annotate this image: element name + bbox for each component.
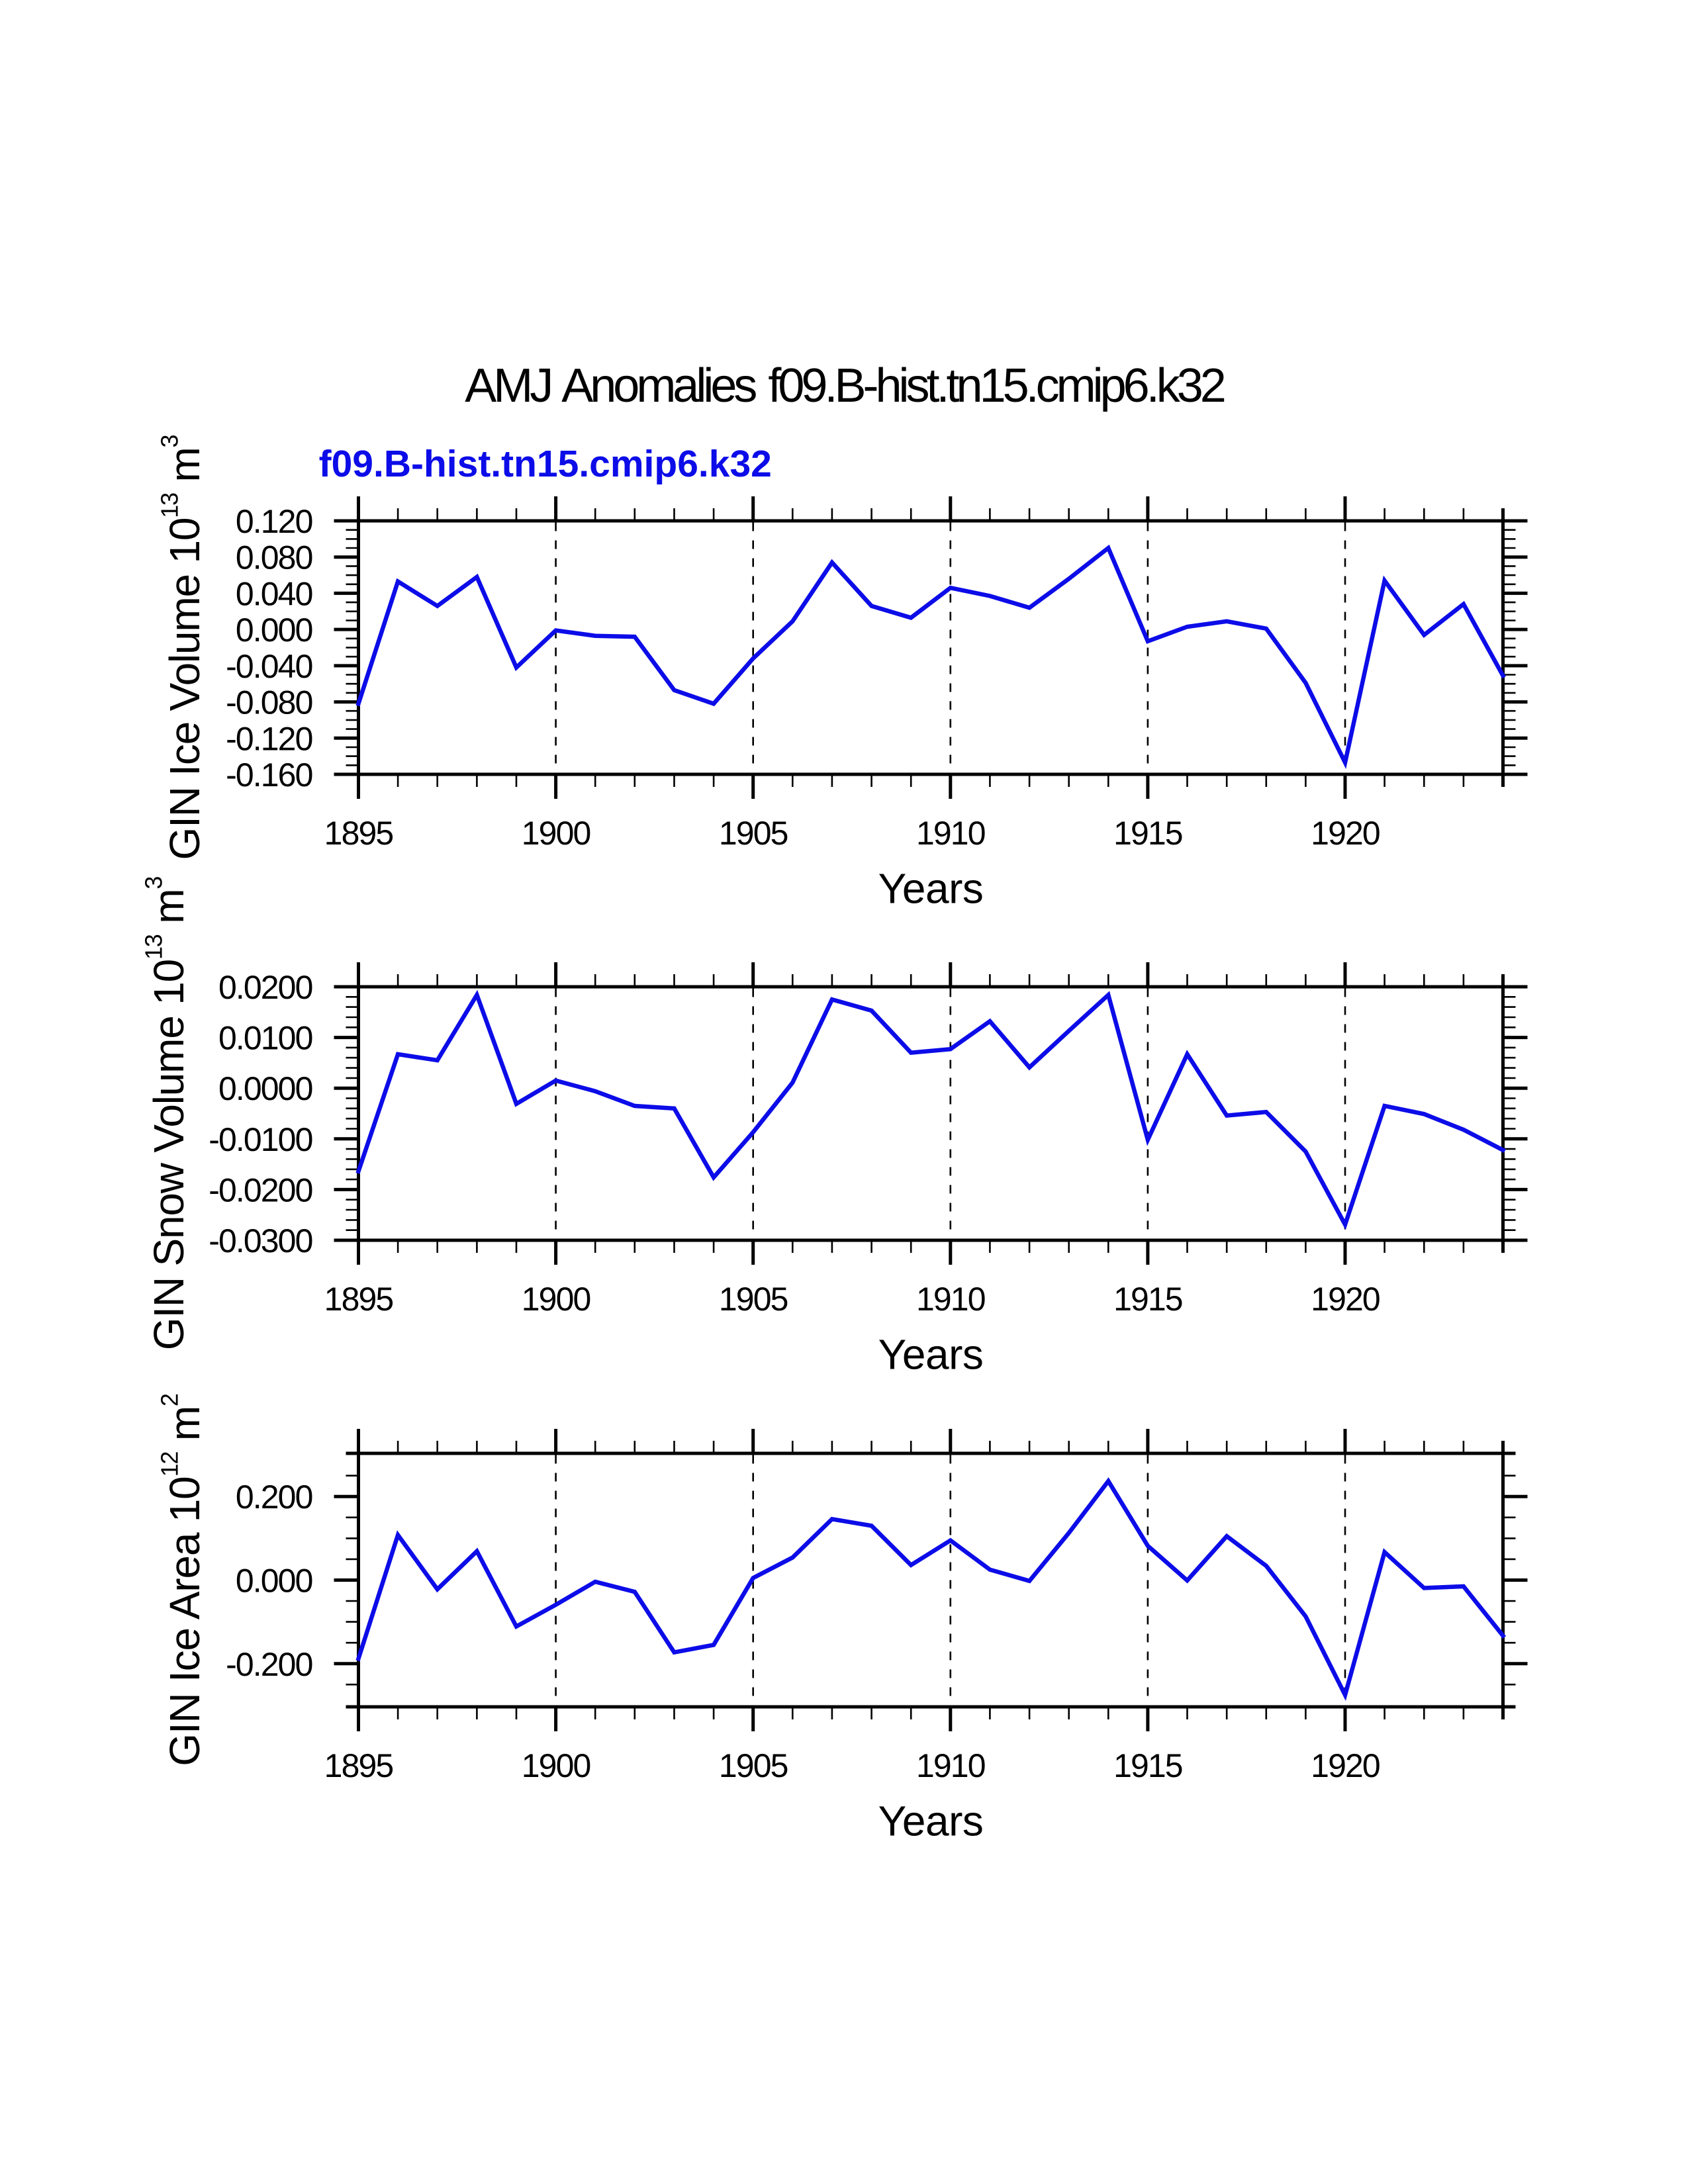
svg-text:-0.200: -0.200 <box>226 1646 312 1683</box>
svg-text:1910: 1910 <box>916 1747 985 1784</box>
svg-text:0.0100: 0.0100 <box>218 1020 312 1057</box>
svg-text:1915: 1915 <box>1113 1281 1182 1318</box>
svg-text:-0.0100: -0.0100 <box>209 1121 312 1158</box>
svg-text:1895: 1895 <box>324 1747 393 1784</box>
svg-text:-0.0200: -0.0200 <box>209 1171 312 1208</box>
svg-text:1900: 1900 <box>522 1281 590 1318</box>
svg-text:AMJ Anomalies f09.B-hist.tn15.: AMJ Anomalies f09.B-hist.tn15.cmip6.k32 <box>465 359 1225 412</box>
svg-text:1920: 1920 <box>1311 1281 1380 1318</box>
svg-text:0.0200: 0.0200 <box>218 969 312 1006</box>
svg-text:Years: Years <box>878 1331 984 1379</box>
svg-text:-0.160: -0.160 <box>226 756 312 794</box>
svg-text:0.200: 0.200 <box>236 1479 312 1516</box>
svg-text:1905: 1905 <box>719 815 788 852</box>
svg-text:f09.B-hist.tn15.cmip6.k32: f09.B-hist.tn15.cmip6.k32 <box>319 443 772 485</box>
svg-text:1905: 1905 <box>719 1281 788 1318</box>
svg-text:1920: 1920 <box>1311 1747 1380 1784</box>
svg-text:0.000: 0.000 <box>236 612 312 649</box>
svg-text:1895: 1895 <box>324 1281 393 1318</box>
svg-text:GIN Ice Area 1012 m2: GIN Ice Area 1012 m2 <box>156 1394 209 1766</box>
svg-text:Years: Years <box>878 865 984 913</box>
svg-text:-0.120: -0.120 <box>226 720 312 757</box>
svg-text:-0.040: -0.040 <box>226 648 312 685</box>
svg-text:-0.0300: -0.0300 <box>209 1222 312 1259</box>
svg-text:0.0000: 0.0000 <box>218 1070 312 1107</box>
svg-text:1915: 1915 <box>1113 1747 1182 1784</box>
svg-text:0.120: 0.120 <box>236 503 312 540</box>
svg-text:-0.080: -0.080 <box>226 684 312 721</box>
svg-text:1900: 1900 <box>522 815 590 852</box>
svg-text:0.040: 0.040 <box>236 575 312 612</box>
svg-text:0.080: 0.080 <box>236 539 312 576</box>
svg-text:1900: 1900 <box>522 1747 590 1784</box>
svg-text:1915: 1915 <box>1113 815 1182 852</box>
svg-text:Years: Years <box>878 1797 984 1845</box>
svg-text:1910: 1910 <box>916 1281 985 1318</box>
svg-text:0.000: 0.000 <box>236 1563 312 1600</box>
svg-text:1895: 1895 <box>324 815 393 852</box>
svg-text:1920: 1920 <box>1311 815 1380 852</box>
svg-text:1905: 1905 <box>719 1747 788 1784</box>
svg-text:1910: 1910 <box>916 815 985 852</box>
